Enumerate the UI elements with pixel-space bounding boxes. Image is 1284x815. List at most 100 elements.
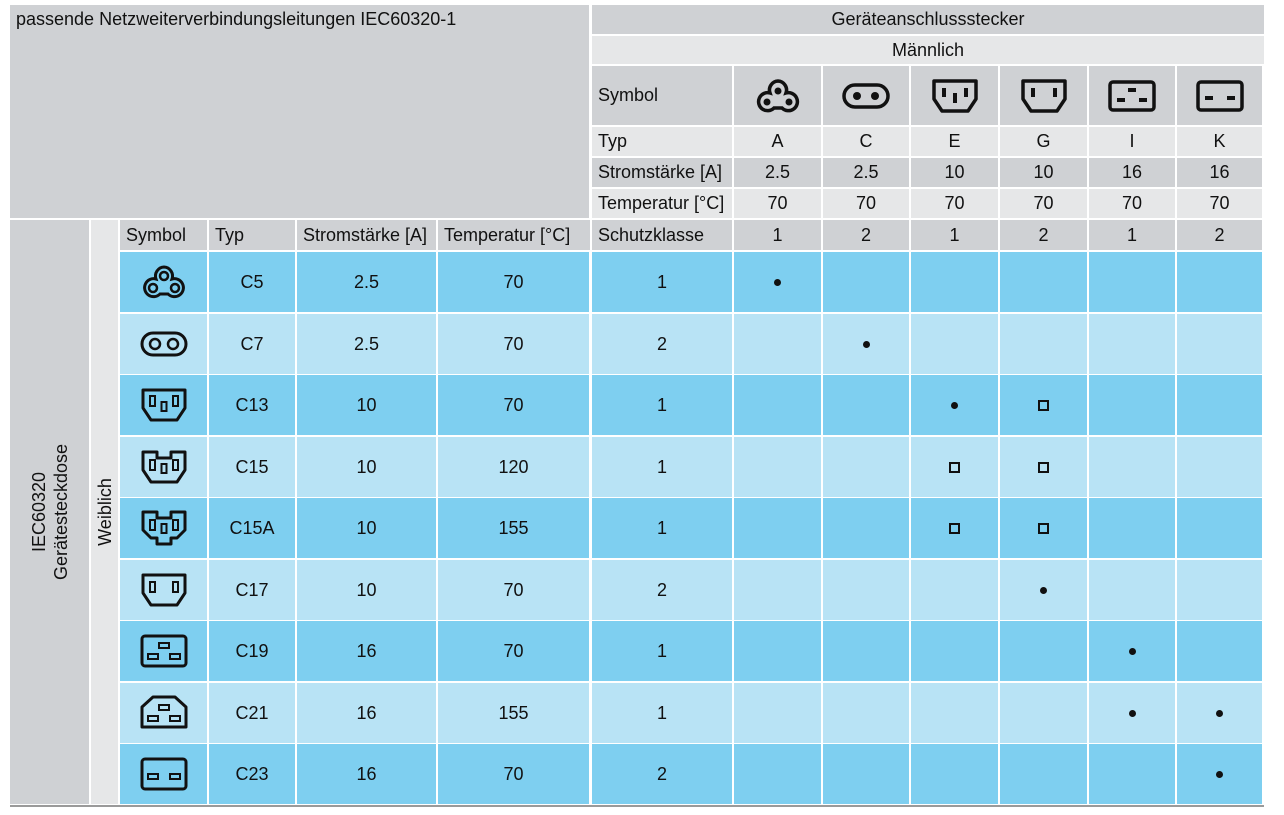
compatible-dot: [951, 401, 958, 409]
conditional-box: [1038, 399, 1049, 411]
icon-c7-icon: [139, 329, 189, 359]
row-schutz-C7: 2: [592, 314, 732, 374]
top-schutz-G: 2: [1000, 220, 1087, 250]
top-strom-E: 10: [911, 158, 998, 187]
match-cell-C13-C: [823, 375, 909, 435]
row-strom-C21: 16: [297, 683, 436, 743]
conditional-box: [1038, 461, 1049, 473]
match-cell-C21-A: [734, 683, 821, 743]
icon-k-icon: [1195, 79, 1245, 113]
top-row-label-schutz: Schutzklasse: [592, 220, 732, 250]
icon-c19-icon: [139, 633, 189, 669]
row-symbol-C19: [120, 621, 207, 681]
row-temp-C19: 70: [438, 621, 589, 681]
icon-c13-icon: [139, 387, 189, 423]
match-cell-C5-G: [1000, 252, 1087, 312]
row-symbol-C17: [120, 560, 207, 620]
top-typ-G: G: [1000, 127, 1087, 156]
female-group-label: IEC60320 Gerätesteckdose: [10, 220, 89, 804]
match-cell-C23-E: [911, 744, 998, 804]
row-symbol-C15: [120, 437, 207, 497]
match-cell-C17-I: [1089, 560, 1175, 620]
top-temp-G: 70: [1000, 189, 1087, 218]
match-cell-C15A-E: [911, 498, 998, 558]
match-cell-C5-E: [911, 252, 998, 312]
row-strom-C19: 16: [297, 621, 436, 681]
top-temp-C: 70: [823, 189, 909, 218]
match-cell-C7-K: [1177, 314, 1262, 374]
top-temp-I: 70: [1089, 189, 1175, 218]
match-cell-C17-C: [823, 560, 909, 620]
match-cell-C7-A: [734, 314, 821, 374]
compatible-dot: [1216, 770, 1223, 778]
top-temp-A: 70: [734, 189, 821, 218]
top-symbol-K: [1177, 66, 1262, 125]
male-group-header: Geräteanschlussstecker: [592, 5, 1264, 34]
row-typ-C17: C17: [209, 560, 295, 620]
top-temp-E: 70: [911, 189, 998, 218]
row-strom-C15: 10: [297, 437, 436, 497]
row-strom-C17: 10: [297, 560, 436, 620]
row-temp-C15A: 155: [438, 498, 589, 558]
top-symbol-G: [1000, 66, 1087, 125]
match-cell-C19-A: [734, 621, 821, 681]
top-typ-C: C: [823, 127, 909, 156]
match-cell-C15-I: [1089, 437, 1175, 497]
top-typ-A: A: [734, 127, 821, 156]
match-cell-C13-G: [1000, 375, 1087, 435]
top-row-label-typ: Typ: [592, 127, 732, 156]
match-cell-C7-E: [911, 314, 998, 374]
group-label-line1: IEC60320: [28, 471, 49, 553]
row-temp-C21: 155: [438, 683, 589, 743]
match-cell-C23-A: [734, 744, 821, 804]
match-cell-C5-I: [1089, 252, 1175, 312]
match-cell-C19-I: [1089, 621, 1175, 681]
match-cell-C15A-G: [1000, 498, 1087, 558]
top-temp-K: 70: [1177, 189, 1262, 218]
female-gender-label: Weiblich: [91, 220, 118, 804]
icon-g-icon: [1019, 78, 1069, 114]
top-symbol-I: [1089, 66, 1175, 125]
row-schutz-C15A: 1: [592, 498, 732, 558]
conditional-box: [949, 522, 960, 534]
row-typ-C15: C15: [209, 437, 295, 497]
match-cell-C15A-A: [734, 498, 821, 558]
row-temp-C5: 70: [438, 252, 589, 312]
row-schutz-C17: 2: [592, 560, 732, 620]
row-temp-C13: 70: [438, 375, 589, 435]
match-cell-C19-G: [1000, 621, 1087, 681]
match-cell-C15A-K: [1177, 498, 1262, 558]
top-typ-E: E: [911, 127, 998, 156]
icon-c15-icon: [139, 449, 189, 485]
row-schutz-C13: 1: [592, 375, 732, 435]
row-strom-C13: 10: [297, 375, 436, 435]
match-cell-C5-K: [1177, 252, 1262, 312]
match-cell-C19-C: [823, 621, 909, 681]
female-gender-label-text: Weiblich: [94, 478, 115, 546]
row-temp-C17: 70: [438, 560, 589, 620]
icon-c-icon: [841, 81, 891, 111]
icon-c15a-icon: [139, 509, 189, 547]
top-typ-K: K: [1177, 127, 1262, 156]
icon-c21-icon: [139, 694, 189, 732]
match-cell-C13-A: [734, 375, 821, 435]
row-typ-C21: C21: [209, 683, 295, 743]
match-cell-C15A-C: [823, 498, 909, 558]
row-typ-C7: C7: [209, 314, 295, 374]
match-cell-C23-G: [1000, 744, 1087, 804]
left-header-temp: Temperatur [°C]: [438, 220, 590, 250]
bottom-rule: [10, 805, 1264, 807]
top-schutz-A: 1: [734, 220, 821, 250]
compatible-dot: [862, 340, 870, 348]
match-cell-C13-K: [1177, 375, 1262, 435]
match-cell-C15-G: [1000, 437, 1087, 497]
row-symbol-C13: [120, 375, 207, 435]
top-strom-G: 10: [1000, 158, 1087, 187]
top-typ-I: I: [1089, 127, 1175, 156]
row-schutz-C19: 1: [592, 621, 732, 681]
female-group-label-text: IEC60320 Gerätesteckdose: [28, 444, 72, 580]
title-block: passende Netzweiterverbindungsleitungen …: [10, 5, 589, 218]
row-strom-C15A: 10: [297, 498, 436, 558]
icon-e-icon: [930, 78, 980, 114]
match-cell-C7-G: [1000, 314, 1087, 374]
